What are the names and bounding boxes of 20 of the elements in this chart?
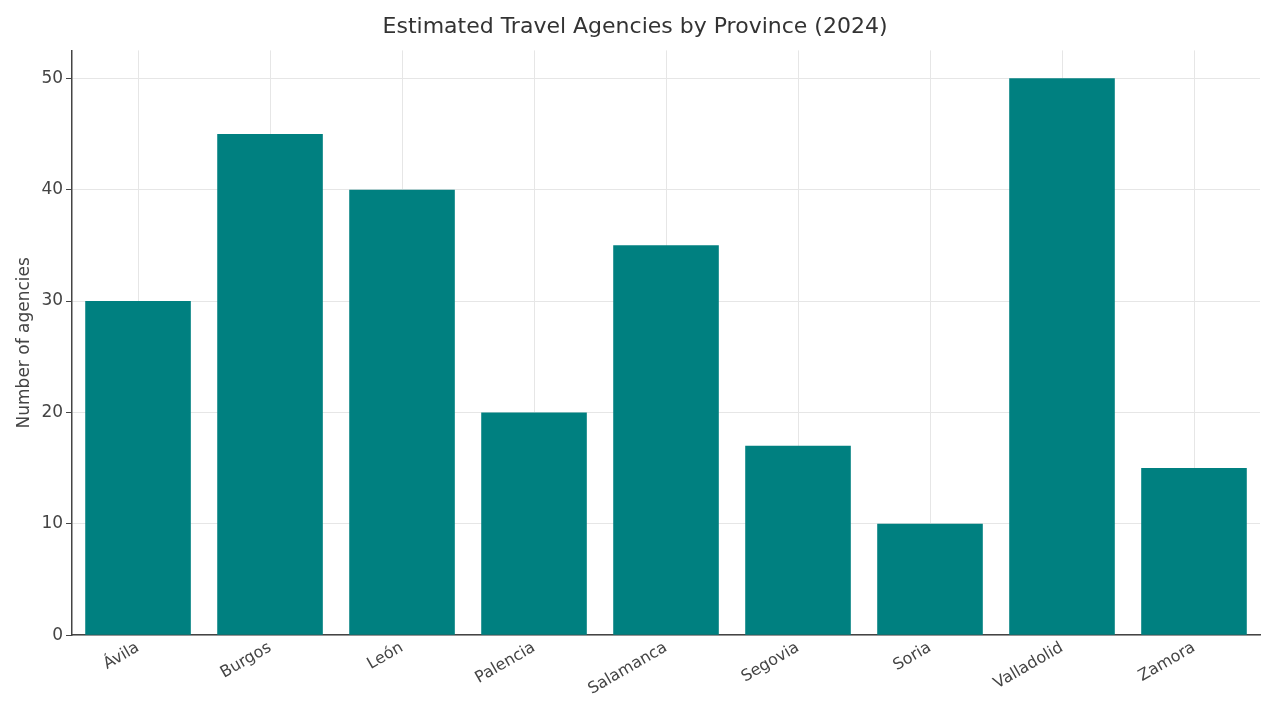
y-tick-label: 30 [41,289,64,310]
y-tick-label: 0 [52,623,64,644]
bar [85,301,191,635]
bar [349,189,455,635]
bar [1141,468,1247,635]
bar [877,523,983,635]
bar [1009,78,1115,635]
bar [613,245,719,635]
y-tick-label: 50 [41,66,64,87]
bar [217,133,323,635]
y-tick-label: 10 [41,512,64,533]
y-axis-title: Number of agencies [12,257,33,429]
chart-title: Estimated Travel Agencies by Province (2024) [382,12,888,38]
x-tick-label: Soria [889,637,935,674]
y-tick-label: 40 [41,178,64,199]
x-tick-label: Ávila [99,637,143,673]
y-tick-label: 20 [41,400,64,421]
x-tick-label: León [363,637,407,673]
bar [481,412,587,635]
bar [745,445,851,635]
